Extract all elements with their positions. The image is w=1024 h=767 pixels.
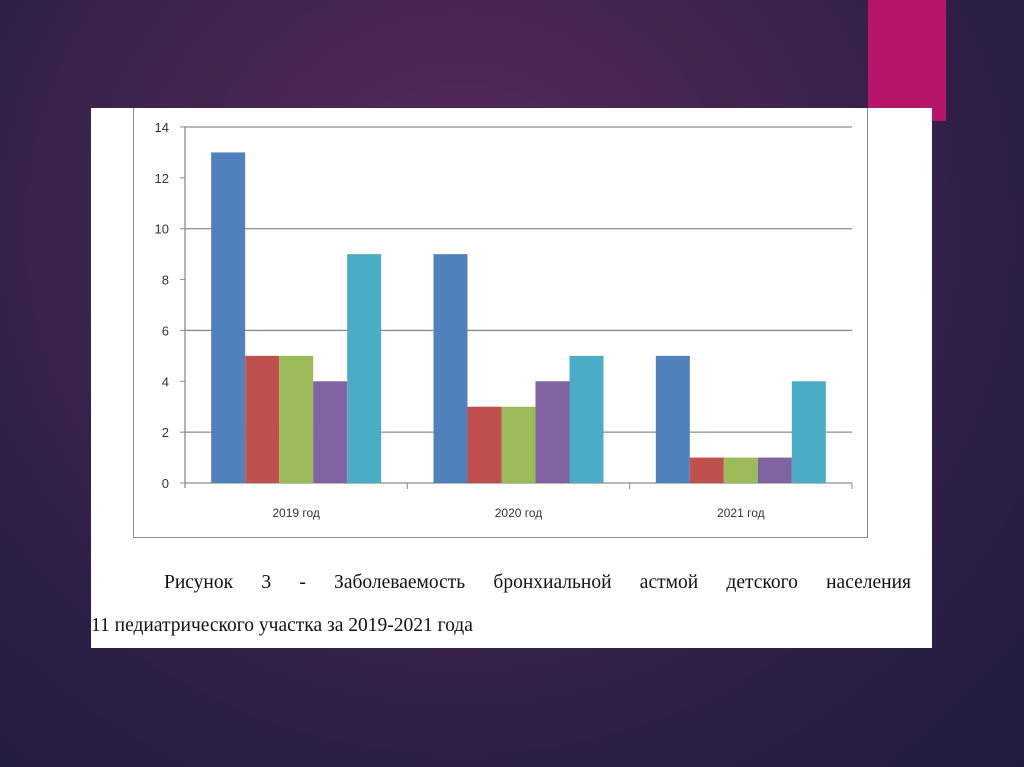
x-tick-label: 2020 год — [495, 506, 543, 520]
bar-2 — [245, 355, 280, 483]
caption-line-1: Рисунок 3 - Заболеваемость бронхиальной … — [164, 572, 911, 593]
bar-4 — [757, 457, 792, 483]
y-tick-label: 6 — [162, 323, 169, 338]
bar-1 — [433, 254, 468, 483]
y-tick-label: 4 — [162, 374, 169, 389]
x-tick-label: 2019 год — [272, 506, 320, 520]
y-tick-label: 0 — [162, 476, 169, 491]
y-tick-label: 2 — [162, 425, 169, 440]
bar-5 — [347, 254, 382, 483]
bar-3 — [501, 406, 536, 483]
accent-bar — [868, 0, 946, 121]
chart-frame — [133, 108, 868, 538]
bar-3 — [279, 355, 314, 483]
bar-5 — [791, 381, 826, 483]
y-tick-label: 10 — [155, 222, 169, 237]
y-tick-label: 8 — [162, 273, 169, 288]
caption-line-2: 11 педиатрического участка за 2019-2021 … — [91, 615, 473, 636]
bar-4 — [313, 381, 348, 483]
bar-2 — [689, 457, 724, 483]
y-tick-label: 12 — [155, 171, 169, 186]
bar-chart: 0 2 4 6 8 10 12 14 2019 год 2020 год 2021 год — [155, 120, 853, 520]
bar-5 — [569, 355, 604, 483]
bar-4 — [535, 381, 570, 483]
bar-1 — [211, 152, 246, 483]
y-tick-label: 14 — [155, 120, 169, 135]
bar-1 — [655, 355, 690, 483]
bar-3 — [723, 457, 758, 483]
x-tick-label: 2021 год — [717, 506, 765, 520]
bar-2 — [467, 406, 502, 483]
